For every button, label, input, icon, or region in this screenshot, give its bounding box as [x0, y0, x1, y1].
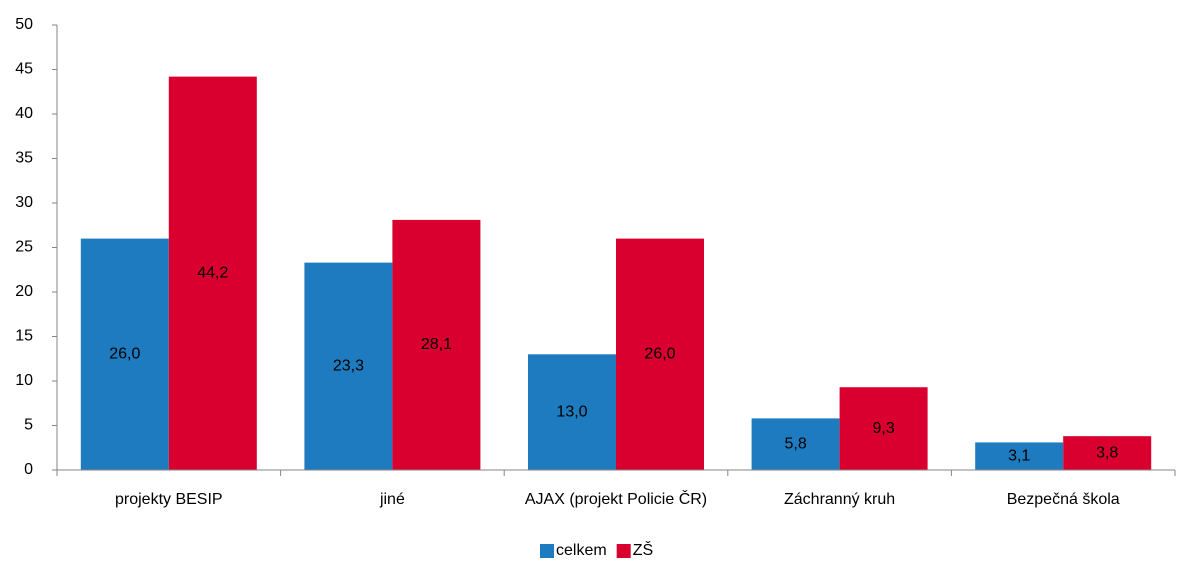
x-tick-label: AJAX (projekt Policie ČR)	[525, 489, 707, 508]
y-tick-label: 40	[15, 105, 33, 122]
data-label: 5,8	[784, 435, 806, 452]
y-tick-label: 25	[15, 239, 33, 256]
y-tick-label: 15	[15, 328, 33, 345]
bar	[392, 219, 481, 470]
bar	[616, 238, 704, 470]
legend-swatch	[616, 544, 631, 558]
data-label: 3,1	[1008, 447, 1030, 464]
data-label: 23,3	[333, 358, 364, 375]
bar	[751, 418, 840, 470]
legend-label: celkem	[556, 542, 607, 559]
data-label: 26,0	[109, 346, 140, 363]
x-tick-label: Záchranný kruh	[784, 491, 895, 508]
bar	[975, 442, 1064, 470]
y-tick-label: 0	[24, 461, 33, 478]
y-tick-label: 10	[15, 372, 33, 389]
data-label: 44,2	[197, 265, 228, 282]
x-tick-label: projekty BESIP	[115, 491, 223, 508]
bar	[80, 238, 169, 470]
bar	[528, 354, 616, 470]
x-tick-label: jiné	[379, 491, 405, 508]
bar	[839, 387, 928, 470]
bar	[1063, 436, 1152, 470]
data-label: 9,3	[872, 420, 894, 437]
legend-label: ZŠ	[633, 540, 653, 559]
data-label: 28,1	[421, 336, 452, 353]
data-label: 3,8	[1096, 444, 1118, 461]
y-tick-label: 5	[24, 417, 33, 434]
bar	[168, 76, 257, 471]
y-tick-label: 45	[15, 61, 33, 78]
legend-swatch	[540, 544, 554, 558]
x-tick-label: Bezpečná škola	[1007, 491, 1120, 508]
y-tick-label: 50	[15, 16, 33, 33]
y-tick-label: 35	[15, 150, 33, 167]
data-label: 26,0	[644, 346, 675, 363]
data-label: 13,0	[556, 403, 587, 420]
y-tick-label: 30	[15, 194, 33, 211]
y-tick-label: 20	[15, 283, 33, 300]
bar	[304, 262, 393, 470]
